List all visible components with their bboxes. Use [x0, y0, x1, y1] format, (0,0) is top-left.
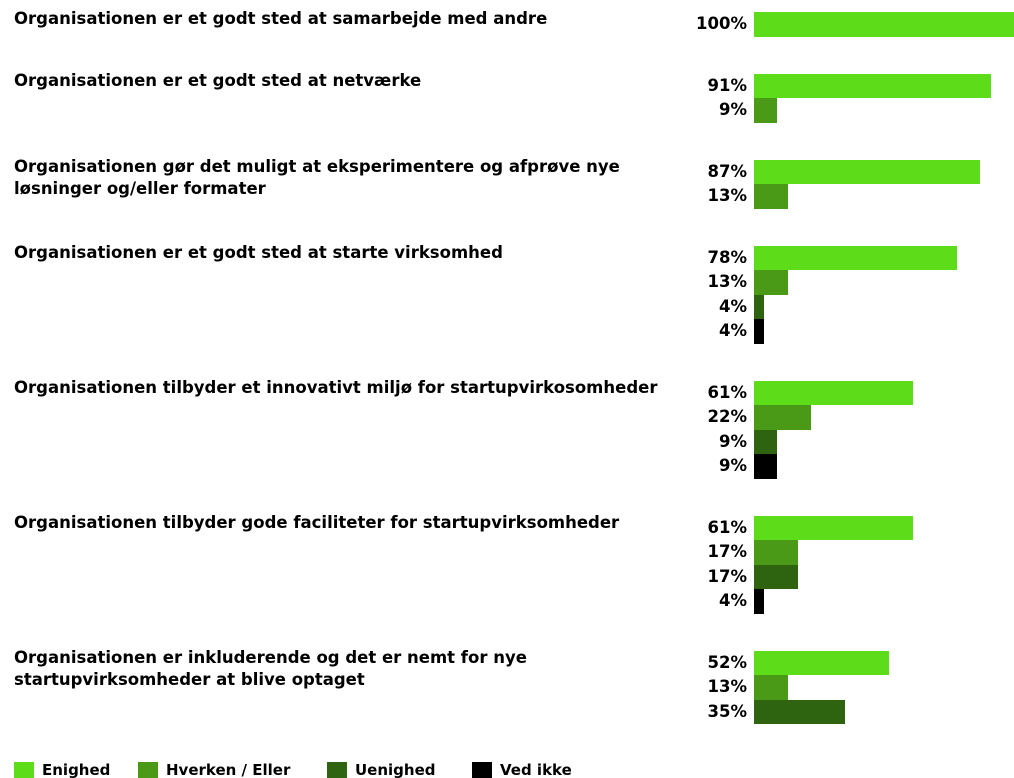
bar [754, 98, 778, 123]
bar [754, 650, 890, 675]
value-label: 52% [707, 652, 748, 672]
category-label: Organisationen er et godt sted at samarb… [14, 9, 548, 28]
legend-swatch [472, 762, 492, 778]
legend-label: Ved ikke [500, 761, 572, 778]
category-label: Organisationen er et godt sted at starte… [14, 242, 503, 262]
legend-swatch [14, 762, 34, 778]
bar [754, 380, 913, 405]
value-label: 4% [718, 296, 747, 316]
bar [754, 699, 845, 724]
legend-label: Enighed [42, 761, 111, 778]
value-label: 13% [707, 186, 748, 205]
value-label: 22% [707, 407, 748, 426]
value-label: 61% [707, 382, 748, 402]
legend-swatch [327, 762, 347, 778]
bar [754, 589, 765, 614]
value-label: 9% [718, 456, 747, 475]
category-label: Organisationen tilbyder gode faciliteter… [14, 512, 620, 532]
category-label: Organisationen gør det muligt at eksperi… [14, 156, 620, 198]
value-label: 4% [718, 321, 747, 340]
value-label: 17% [707, 542, 748, 561]
value-label: 61% [707, 517, 748, 537]
category-label: Organisationen er et godt sted at netvær… [14, 70, 422, 90]
value-label: 17% [707, 566, 748, 586]
legend-label: Uenighed [355, 761, 436, 778]
value-label: 78% [707, 247, 748, 267]
bar [754, 540, 799, 565]
category-label: Organisationen tilbyder et innovativt mi… [14, 377, 658, 397]
value-label: 91% [707, 75, 748, 95]
value-label: 9% [718, 100, 747, 119]
value-label: 9% [718, 431, 747, 451]
bar [754, 319, 765, 344]
value-label: 87% [707, 161, 748, 181]
value-label: 4% [718, 591, 747, 610]
value-label: 35% [707, 701, 748, 721]
value-label: 13% [707, 272, 748, 291]
bar [754, 245, 957, 270]
bar [754, 675, 788, 700]
legend-label: Hverken / Eller [166, 761, 291, 778]
value-label: 100% [696, 14, 747, 33]
bar [754, 12, 1014, 37]
bar [754, 405, 812, 430]
bar [754, 294, 765, 319]
bar [754, 564, 799, 589]
category-label: Organisationen er inkluderende og det er… [14, 647, 527, 689]
bar [754, 515, 913, 540]
bar [754, 454, 778, 479]
bar [754, 429, 778, 454]
bar [754, 270, 788, 295]
bar [754, 184, 788, 209]
value-label: 13% [707, 677, 748, 696]
bar [754, 159, 981, 184]
bar [754, 73, 991, 98]
legend-swatch [138, 762, 158, 778]
